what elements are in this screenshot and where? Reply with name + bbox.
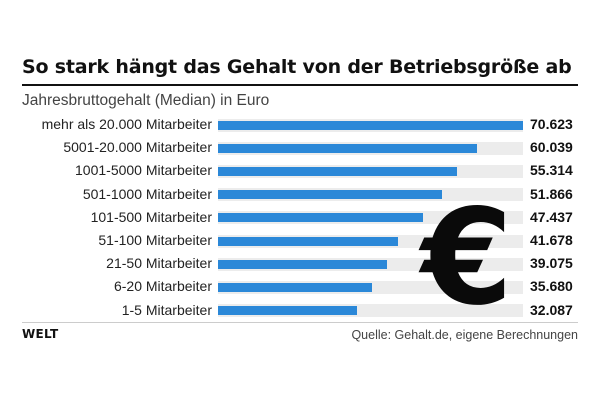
- bar: [218, 259, 387, 269]
- value-label: 47.437: [530, 208, 573, 225]
- category-label: 1001-5000 Mitarbeiter: [75, 162, 212, 179]
- category-label: 501-1000 Mitarbeiter: [82, 185, 212, 202]
- category-label: 21-50 Mitarbeiter: [106, 255, 212, 272]
- category-label: 51-100 Mitarbeiter: [98, 232, 212, 248]
- chart-subtitle: Jahresbruttogehalt (Median) in Euro: [22, 92, 270, 109]
- chart-title: So stark hängt das Gehalt von der Betrie…: [22, 56, 572, 78]
- bar: [218, 236, 398, 246]
- value-label: 55.314: [530, 162, 573, 179]
- bar: [218, 282, 373, 292]
- category-label: 6-20 Mitarbeiter: [113, 278, 212, 295]
- title-divider: [22, 84, 578, 86]
- value-label: 35.680: [530, 278, 573, 295]
- bar: [218, 306, 357, 316]
- bar: [218, 143, 478, 153]
- bar: [218, 213, 423, 223]
- bar: [218, 120, 523, 130]
- bar: [218, 190, 442, 200]
- category-label: mehr als 20.000 Mitarbeiter: [41, 116, 212, 132]
- source-note: Quelle: Gehalt.de, eigene Berechnungen: [351, 328, 578, 342]
- euro-sign-icon: €: [421, 181, 513, 335]
- category-label: 1-5 Mitarbeiter: [121, 301, 212, 318]
- bar: [218, 166, 457, 176]
- category-label: 5001-20.000 Mitarbeiter: [63, 139, 212, 156]
- footer-divider: [22, 322, 578, 323]
- value-label: 41.678: [530, 232, 573, 248]
- value-label: 51.866: [530, 185, 573, 202]
- value-label: 39.075: [530, 255, 573, 272]
- value-label: 32.087: [530, 301, 573, 318]
- category-label: 101-500 Mitarbeiter: [90, 208, 212, 225]
- value-label: 60.039: [530, 139, 573, 156]
- welt-logo: WELT: [22, 327, 59, 341]
- value-label: 70.623: [530, 116, 573, 132]
